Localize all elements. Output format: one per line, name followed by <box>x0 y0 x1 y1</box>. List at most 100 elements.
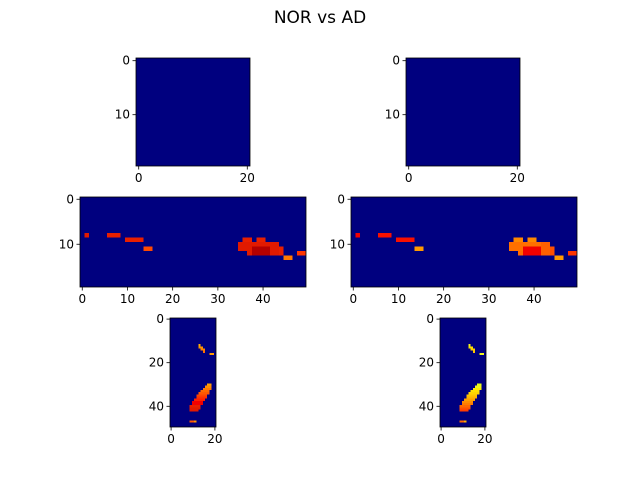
heatmap-cell <box>554 255 564 260</box>
x-tick-label: 20 <box>207 432 222 446</box>
heatmap-cell <box>189 409 199 412</box>
heatmap-cell <box>198 392 210 395</box>
heatmap-cell <box>355 233 361 238</box>
heatmap-cell <box>464 420 467 423</box>
heatmap-cell <box>477 383 482 386</box>
y-tick-label: 0 <box>66 192 74 206</box>
heatmap-cell <box>470 389 480 393</box>
heatmap-cell <box>472 387 482 390</box>
heatmap-panel-2: 0 20 0 10 <box>385 54 525 185</box>
y-tick-label: 10 <box>330 237 345 251</box>
x-tick-label: 20 <box>436 292 451 306</box>
heatmap-cell <box>198 344 201 347</box>
y-tick-label: 20 <box>149 356 164 370</box>
heatmap-cell <box>205 385 212 388</box>
heatmap-cell <box>107 233 121 238</box>
y-tick-label: 20 <box>419 356 434 370</box>
heatmap-cell <box>194 420 197 423</box>
heatmap-cell <box>207 383 212 386</box>
heatmap-cell <box>242 237 252 242</box>
y-tick-label: 40 <box>419 399 434 413</box>
heatmap-cell <box>468 392 480 395</box>
axes-frame <box>79 196 307 288</box>
heatmap-cell <box>196 396 208 399</box>
heatmap-cell <box>472 350 476 353</box>
heatmap-cell <box>251 246 270 256</box>
heatmap-cell <box>461 403 473 406</box>
y-tick-label: 40 <box>149 399 164 413</box>
x-tick-label: 20 <box>240 171 255 185</box>
x-tick-label: 0 <box>167 432 175 446</box>
axes-frame <box>439 317 487 428</box>
heatmap-cell <box>464 398 476 401</box>
x-tick-label: 30 <box>210 292 225 306</box>
heatmap-cell <box>378 233 392 238</box>
heatmap-cell <box>278 246 284 256</box>
x-tick-label: 0 <box>437 432 445 446</box>
x-tick-label: 30 <box>481 292 496 306</box>
x-tick-label: 0 <box>135 171 143 185</box>
heatmap-cell <box>468 346 473 349</box>
heatmap-cell <box>143 246 153 251</box>
heatmap-cell <box>247 251 252 256</box>
y-tick-label: 0 <box>426 312 434 326</box>
heatmap-cell <box>567 251 577 256</box>
heatmap-cell <box>200 348 206 351</box>
heatmap-cell <box>283 255 293 260</box>
heatmap-panel-1: 0 20 0 10 <box>115 54 255 185</box>
heatmap-cell <box>466 396 478 399</box>
x-tick-label: 0 <box>349 292 357 306</box>
axes-frame <box>135 57 251 167</box>
y-tick-label: 10 <box>385 108 400 122</box>
heatmap-cell <box>518 251 523 256</box>
heatmap-cell <box>296 251 306 256</box>
heatmap-cell <box>549 246 555 256</box>
heatmap-panel-3: 0 10 20 30 40 0 10 <box>59 192 307 306</box>
heatmap-cell <box>189 405 201 408</box>
y-tick-label: 0 <box>392 54 400 68</box>
heatmap-cell <box>396 237 415 242</box>
heatmap-panel-4: 0 10 20 30 40 0 10 <box>330 192 578 306</box>
heatmap-background <box>406 58 520 166</box>
heatmap-cell <box>479 352 484 356</box>
heatmap-cell <box>540 242 550 256</box>
heatmap-cell <box>522 246 541 256</box>
x-tick-label: 40 <box>255 292 270 306</box>
y-tick-label: 0 <box>337 192 345 206</box>
y-tick-label: 10 <box>115 108 130 122</box>
axes-frame <box>169 317 217 428</box>
heatmap-cell <box>191 403 203 406</box>
heatmap-cell <box>459 420 465 423</box>
x-tick-label: 10 <box>391 292 406 306</box>
heatmap-cell <box>475 385 482 388</box>
heatmap-cell <box>202 387 212 390</box>
heatmap-cell <box>189 407 201 410</box>
heatmap-cell <box>194 398 206 401</box>
heatmap-background <box>136 58 250 166</box>
heatmap-cell <box>198 346 203 349</box>
axes-frame <box>350 196 578 288</box>
heatmap-cell <box>189 420 195 423</box>
x-tick-label: 10 <box>120 292 135 306</box>
axes-frame <box>405 57 521 167</box>
heatmap-cell <box>84 233 90 238</box>
heatmap-cell <box>527 237 537 242</box>
figure-title: NOR vs AD <box>273 8 367 28</box>
heatmap-cell <box>461 400 473 404</box>
y-tick-label: 10 <box>59 237 74 251</box>
heatmap-cell <box>459 407 471 410</box>
heatmap-panel-5: 0 20 0 20 40 <box>149 312 223 446</box>
y-tick-label: 0 <box>122 54 130 68</box>
x-tick-label: 20 <box>165 292 180 306</box>
heatmap-cell <box>459 405 471 408</box>
heatmap-cell <box>196 394 208 397</box>
heatmap-cell <box>269 242 279 256</box>
heatmap-cell <box>466 394 478 397</box>
x-tick-label: 0 <box>78 292 86 306</box>
heatmap-panel-6: 0 20 0 20 40 <box>419 312 493 446</box>
heatmap-cell <box>513 237 523 242</box>
y-tick-label: 0 <box>156 312 164 326</box>
heatmap-cell <box>459 409 469 412</box>
